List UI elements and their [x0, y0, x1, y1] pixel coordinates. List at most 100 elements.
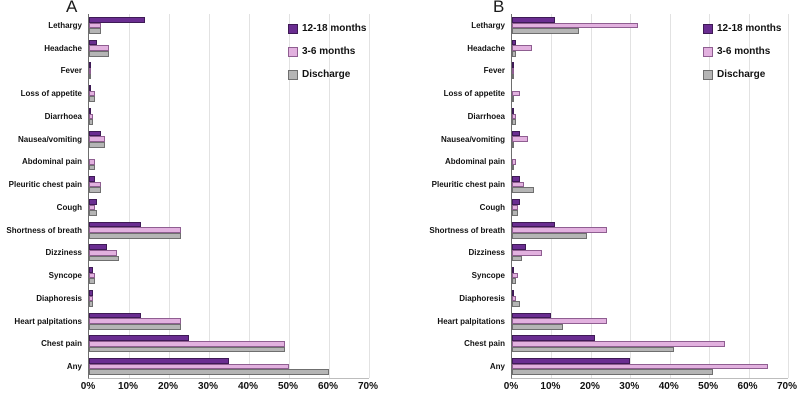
- legend-item: 3-6 months: [288, 45, 366, 58]
- bar-3-6-months: [89, 45, 109, 51]
- bar-discharge: [89, 232, 181, 239]
- bar-3-6-months: [89, 159, 95, 165]
- bar-discharge: [89, 255, 119, 262]
- legend: 12-18 months 3-6 months Discharge: [288, 22, 366, 91]
- bar-3-6-months: [512, 136, 528, 142]
- bar-group: [512, 355, 788, 378]
- bar-group: [89, 37, 369, 60]
- x-tick-label: 70%: [357, 381, 379, 392]
- bar-3-6-months: [512, 250, 542, 256]
- bar-group: [89, 60, 369, 83]
- panel-b: B Lethargy Headache Fever Loss of appetite Di…: [399, 0, 798, 400]
- bar-group: [89, 173, 369, 196]
- bar-group: [89, 82, 369, 105]
- bar-3-6-months: [89, 250, 117, 256]
- legend-item: Discharge: [703, 68, 781, 81]
- bar-group: [512, 219, 788, 242]
- bar-discharge: [89, 119, 93, 125]
- bar-3-6-months: [512, 45, 532, 51]
- category-label: Abdominal pain: [22, 157, 82, 167]
- bar-group: [512, 196, 788, 219]
- legend: 12-18 months 3-6 months Discharge: [703, 22, 781, 91]
- legend-swatch-3-6-months: [288, 46, 298, 57]
- gridline: [669, 14, 671, 378]
- legend-swatch-12-18-months: [288, 23, 298, 34]
- category-label: Heart palpitations: [14, 316, 82, 326]
- bar-3-6-months: [512, 318, 607, 324]
- gridline: [788, 14, 789, 378]
- legend-swatch-12-18-months: [703, 23, 713, 34]
- category-label: Shortness of breath: [6, 225, 82, 235]
- legend-item: 12-18 months: [288, 22, 366, 35]
- bar-discharge: [512, 119, 516, 125]
- bar-12-18-months: [512, 62, 514, 69]
- gridline: [289, 14, 290, 378]
- bar-12-18-months: [89, 335, 189, 342]
- category-label: Nausea/vomiting: [17, 134, 82, 144]
- category-label: Cough: [479, 202, 505, 212]
- bar-group: [89, 242, 369, 265]
- bar-discharge: [512, 255, 522, 262]
- bar-3-6-months: [512, 227, 607, 233]
- bar-group: [512, 105, 788, 128]
- bar-discharge: [89, 50, 109, 57]
- bar-3-6-months: [89, 68, 91, 74]
- bar-group: [512, 287, 788, 310]
- panel-a: A Lethargy Headache Fever Loss of appetite Di…: [0, 0, 399, 400]
- bar-group: [89, 310, 369, 333]
- bar-discharge: [89, 278, 95, 285]
- panel-title: A: [66, 0, 78, 16]
- bar-12-18-months: [512, 198, 520, 205]
- bar-12-18-months: [89, 85, 91, 91]
- x-tick-label: 0%: [503, 381, 519, 392]
- category-label: Abdominal pain: [445, 157, 505, 167]
- category-label: Pleuritic chest pain: [8, 180, 82, 190]
- bar-12-18-months: [512, 244, 526, 251]
- x-tick-label: 0%: [80, 381, 96, 392]
- bar-discharge: [89, 28, 101, 34]
- bar-12-18-months: [89, 289, 93, 296]
- panel-title: B: [493, 0, 505, 16]
- gridline: [169, 14, 170, 378]
- bar-12-18-months: [89, 62, 91, 69]
- x-tick-label: 40%: [658, 381, 679, 392]
- bar-12-18-months: [512, 312, 552, 319]
- bar-discharge: [512, 50, 516, 57]
- bar-3-6-months: [512, 159, 516, 165]
- legend-label: 3-6 months: [717, 46, 771, 57]
- category-labels: Lethargy Headache Fever Loss of appetite Dia…: [0, 14, 87, 378]
- bar-group: [512, 60, 788, 83]
- bar-discharge: [512, 369, 714, 376]
- legend-item: 3-6 months: [703, 45, 781, 58]
- bar-discharge: [512, 301, 520, 307]
- category-label: Fever: [60, 66, 82, 76]
- legend-label: 3-6 months: [302, 46, 356, 57]
- category-label: Loss of appetite: [443, 89, 505, 99]
- bar-12-18-months: [89, 176, 95, 182]
- bar-group: [89, 333, 369, 356]
- bar-discharge: [512, 28, 580, 34]
- category-label: Syncope: [471, 271, 505, 281]
- category-label: Dizziness: [468, 248, 505, 258]
- gridline: [590, 14, 592, 378]
- x-tick-label: 30%: [619, 381, 640, 392]
- category-label: Chest pain: [464, 339, 505, 349]
- x-tick-label: 60%: [317, 381, 339, 392]
- x-tick-label: 10%: [540, 381, 561, 392]
- bar-discharge: [512, 96, 514, 103]
- bar-group: [89, 287, 369, 310]
- bar-3-6-months: [89, 227, 181, 233]
- category-label: Chest pain: [41, 339, 82, 349]
- gridline: [209, 14, 210, 378]
- bar-group: [89, 105, 369, 128]
- bar-12-18-months: [89, 130, 101, 137]
- x-tick-label: 70%: [776, 381, 798, 392]
- bar-3-6-months: [512, 363, 769, 370]
- bar-12-18-months: [512, 267, 514, 273]
- bar-discharge: [89, 96, 95, 103]
- bar-group: [512, 128, 788, 151]
- gridline: [329, 14, 330, 378]
- x-tick-label: 20%: [579, 381, 600, 392]
- bar-3-6-months: [89, 272, 95, 279]
